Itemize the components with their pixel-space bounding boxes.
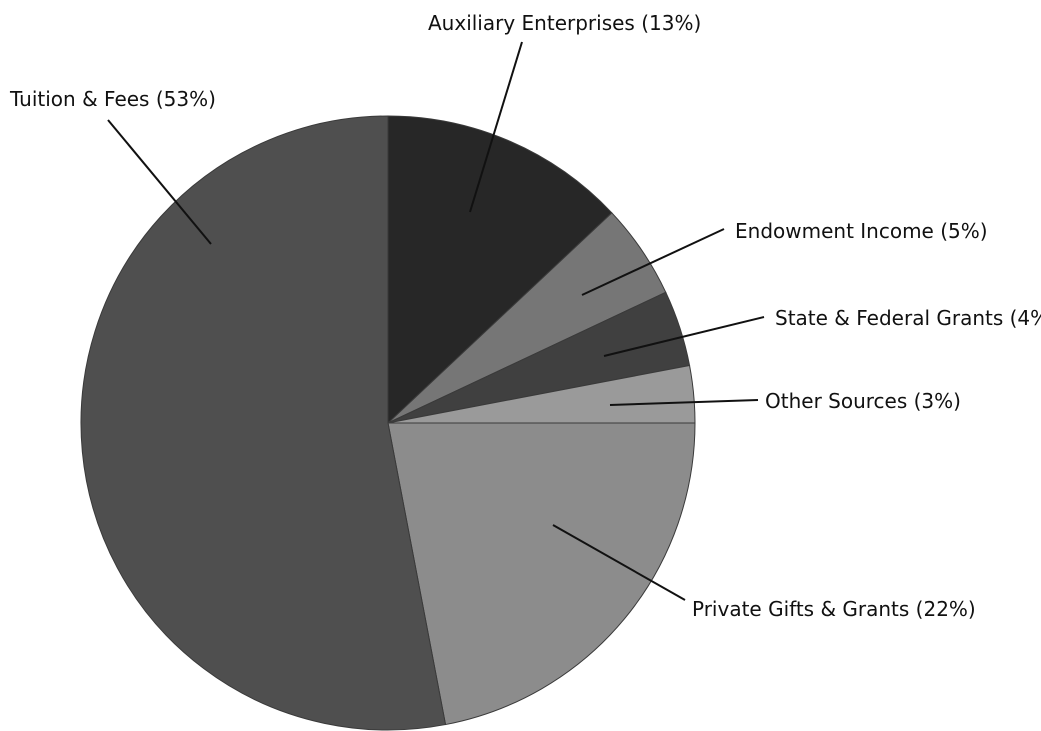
leader-line-private-gifts: [552, 524, 686, 601]
slice-label-tuition: Tuition & Fees (53%): [9, 87, 216, 111]
leader-line-endowment: [581, 228, 725, 296]
pie-slices: [80, 115, 696, 731]
leader-line-tuition: [107, 119, 212, 245]
slice-label-endowment: Endowment Income (5%): [735, 219, 988, 243]
slice-label-private-gifts: Private Gifts & Grants (22%): [692, 597, 976, 621]
slice-label-auxiliary: Auxiliary Enterprises (13%): [428, 11, 701, 35]
pie-slice-tuition: [80, 115, 447, 731]
leader-line-other: [609, 399, 759, 406]
slice-label-state-federal: State & Federal Grants (4%): [775, 306, 1041, 330]
leader-line-auxiliary: [469, 41, 523, 213]
pie-slice-private-gifts: [387, 422, 696, 726]
slice-label-other: Other Sources (3%): [765, 389, 961, 413]
pie-leader-lines: [107, 41, 765, 601]
pie-labels: Auxiliary Enterprises (13%) Endowment Inc…: [9, 11, 1041, 621]
leader-line-state-federal: [603, 316, 765, 357]
pie-slice-auxiliary: [387, 115, 613, 425]
